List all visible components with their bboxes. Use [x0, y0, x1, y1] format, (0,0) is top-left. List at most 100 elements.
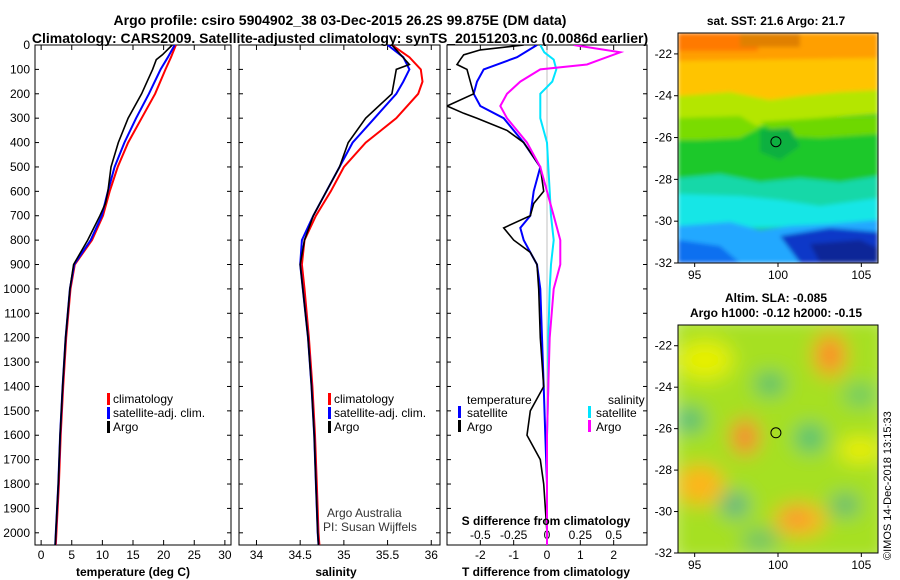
legend-mark-satellite — [328, 407, 331, 419]
s-difference-xlabel: S difference from climatology — [462, 514, 631, 528]
depth-tick-label: 0 — [23, 38, 30, 52]
sla-map-lon-tick: 95 — [688, 558, 702, 572]
s-difference-tick-label: -0.25 — [500, 528, 528, 542]
depth-tick-label: 300 — [10, 111, 30, 125]
sst-map-lon-tick: 105 — [851, 268, 871, 282]
difference-legend: temperature satellite Argo salinity sate… — [458, 393, 645, 434]
temperature-tick-label: 20 — [157, 548, 171, 562]
sla-map — [678, 325, 878, 553]
temperature-xlabel: temperature (deg C) — [76, 565, 190, 579]
temperature-tick-label: 30 — [218, 548, 232, 562]
sla-map-lat-tick: -22 — [655, 339, 673, 353]
depth-tick-label: 600 — [10, 184, 30, 198]
depth-tick-label: 1200 — [3, 331, 30, 345]
depth-tick-label: 500 — [10, 160, 30, 174]
sst-map-lat-tick: -26 — [655, 131, 673, 145]
sla-map-argo-marker — [770, 427, 782, 439]
legend-s-argo: Argo — [596, 420, 622, 434]
salinity-climatology-line — [300, 45, 424, 545]
depth-tick-label: 1900 — [3, 501, 30, 515]
salinity-argo-line — [299, 45, 411, 545]
sst-map-lon-tick: 100 — [768, 268, 788, 282]
temperature-tick-label: 0 — [38, 548, 45, 562]
temperature-tick-label: 15 — [126, 548, 140, 562]
salinity-tick-label: 36 — [425, 548, 439, 562]
s-difference-tick-label: 0.5 — [605, 528, 622, 542]
sst-map-lat-tick: -30 — [655, 214, 673, 228]
s-difference-tick-label: -0.5 — [470, 528, 491, 542]
t-difference-satellite-line — [472, 45, 548, 545]
depth-tick-label: 200 — [10, 87, 30, 101]
credit-line-1: Argo Australia — [327, 506, 402, 520]
legend-salinity-title: salinity — [608, 393, 645, 407]
temperature-panel-frame — [34, 44, 232, 546]
t-difference-tick-label: -2 — [475, 548, 486, 562]
legend-argo: Argo — [334, 420, 360, 434]
legend-mark-climatology — [328, 393, 331, 405]
legend-argo: Argo — [113, 420, 139, 434]
depth-tick-label: 1800 — [3, 477, 30, 491]
depth-tick-label: 1600 — [3, 428, 30, 442]
legend-satellite: satellite-adj. clim. — [113, 406, 205, 420]
temperature-tick-label: 5 — [68, 548, 75, 562]
legend-mark-satellite — [107, 407, 110, 419]
sst-map — [678, 33, 878, 263]
s-difference-argo-line — [499, 45, 625, 545]
salinity-tick-label: 35 — [337, 548, 351, 562]
temperature-argo-line — [54, 45, 173, 545]
sla-map-lat-tick: -30 — [655, 505, 673, 519]
depth-tick-label: 1300 — [3, 355, 30, 369]
legend-climatology: climatology — [113, 392, 173, 406]
depth-tick-label: 1700 — [3, 453, 30, 467]
imos-timestamp: ©IMOS 14-Dec-2018 13:15:33 — [882, 411, 894, 560]
sst-map-argo-marker — [770, 136, 782, 148]
t-difference-argo-line — [447, 45, 548, 545]
depth-tick-label: 1500 — [3, 404, 30, 418]
legend-mark-s-satellite — [588, 406, 591, 418]
salinity-xlabel: salinity — [315, 565, 357, 579]
depth-tick-label: 400 — [10, 136, 30, 150]
depth-tick-label: 800 — [10, 233, 30, 247]
salinity-tick-label: 34.5 — [288, 548, 312, 562]
temperature-x-axis: 0 5 10 15 20 25 30 — [38, 45, 232, 562]
temperature-climatology-line — [54, 45, 177, 545]
t-difference-tick-label: 1 — [577, 548, 584, 562]
salinity-panel-frame — [238, 44, 441, 546]
legend-t-satellite: satellite — [467, 406, 508, 420]
sla-map-axes: 95 100 105 -22 -24 -26 -28 -30 -32 — [655, 339, 872, 572]
legend-mark-s-argo — [588, 420, 591, 432]
sla-map-lat-tick: -32 — [655, 546, 673, 560]
credit-line-2: PI: Susan Wijffels — [323, 520, 417, 534]
salinity-tick-label: 34 — [250, 548, 264, 562]
temperature-tick-label: 25 — [188, 548, 202, 562]
legend-mark-argo — [107, 421, 110, 433]
temperature-satellite-line — [54, 45, 176, 545]
sst-map-lon-tick: 95 — [688, 268, 702, 282]
legend-mark-argo — [328, 421, 331, 433]
salinity-legend: climatology satellite-adj. clim. Argo — [328, 392, 426, 434]
s-difference-tick-label: 0.25 — [569, 528, 593, 542]
t-difference-tick-label: 0 — [544, 548, 551, 562]
depth-tick-label: 1000 — [3, 282, 30, 296]
sla-map-lat-tick: -28 — [655, 463, 673, 477]
legend-mark-t-satellite — [458, 406, 461, 418]
salinity-tick-label: 35.5 — [376, 548, 400, 562]
sla-map-subtitle: Argo h1000: -0.12 h2000: -0.15 — [690, 306, 862, 320]
sla-map-lat-tick: -26 — [655, 422, 673, 436]
sst-map-lat-tick: -28 — [655, 172, 673, 186]
title-line-2: Climatology: CARS2009. Satellite-adjuste… — [31, 30, 649, 46]
salinity-x-axis: 34 34.5 35 35.5 36 — [250, 45, 438, 562]
depth-tick-label: 700 — [10, 209, 30, 223]
legend-temperature-title: temperature — [467, 393, 532, 407]
sst-map-axes: 95 100 105 -22 -24 -26 -28 -30 -32 — [655, 47, 872, 282]
sst-map-lat-tick: -32 — [655, 256, 673, 270]
t-difference-tick-label: 2 — [610, 548, 617, 562]
t-difference-tick-label: -1 — [508, 548, 519, 562]
sla-map-title: Altim. SLA: -0.085 — [725, 291, 827, 305]
depth-tick-label: 100 — [10, 62, 30, 76]
legend-mark-t-argo — [458, 420, 461, 432]
depth-tick-label: 900 — [10, 258, 30, 272]
t-difference-xlabel: T difference from climatology — [462, 565, 630, 579]
title-line-1: Argo profile: csiro 5904902_38 03-Dec-20… — [113, 12, 567, 28]
